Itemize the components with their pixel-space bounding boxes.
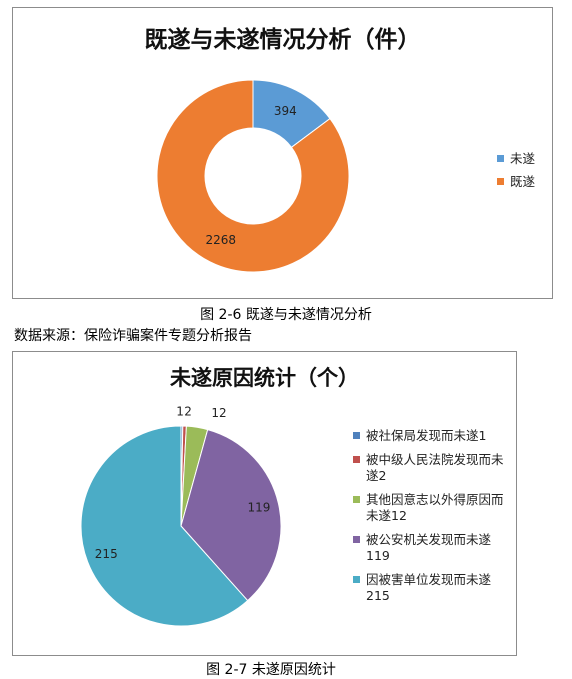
slice-3 — [180, 429, 282, 602]
legend-swatch — [353, 456, 360, 463]
slice-1 — [156, 79, 350, 273]
data-source-note: 数据来源：保险诈骗案件专题分析报告 — [14, 328, 252, 344]
legend-swatch-attempted — [497, 155, 504, 162]
donut-chart: 394 2268 — [156, 79, 350, 273]
legend-label: 被中级人民法院发现而未遂2 — [366, 452, 504, 483]
data-label-4: 215 — [95, 547, 118, 561]
figure-caption: 图 2-6 既遂与未遂情况分析 — [200, 307, 372, 323]
legend-swatch — [353, 496, 360, 503]
figure-caption: 图 2-7 未遂原因统计 — [206, 662, 336, 678]
legend-item-attempted: 未遂 — [497, 151, 535, 167]
legend-label: 因被害单位发现而未遂215 — [366, 572, 492, 603]
legend-item: 被中级人民法院发现而未遂2 — [353, 452, 513, 484]
legend-label: 其他因意志以外得原因而未遂12 — [366, 492, 504, 523]
data-label-1: 2268 — [205, 233, 236, 247]
pie-chart: 1 2 12 119 215 — [80, 405, 282, 627]
chart-title: 既遂与未遂情况分析（件） — [144, 27, 421, 53]
slice-4 — [80, 425, 249, 627]
data-label-0: 394 — [274, 104, 297, 118]
legend-label: 未遂 — [510, 151, 536, 166]
legend-swatch — [353, 536, 360, 543]
chart-title: 未遂原因统计（个） — [170, 366, 359, 390]
legend-label: 被社保局发现而未遂1 — [366, 428, 487, 443]
chart-legend: 未遂 既遂 — [497, 151, 535, 197]
legend-swatch-completed — [497, 178, 504, 185]
legend-item: 因被害单位发现而未遂215 — [353, 572, 513, 604]
legend-label: 既遂 — [510, 174, 536, 189]
legend-item: 其他因意志以外得原因而未遂12 — [353, 492, 513, 524]
legend-label: 被公安机关发现而未遂119 — [366, 532, 492, 563]
chart-legend: 被社保局发现而未遂1 被中级人民法院发现而未遂2 其他因意志以外得原因而未遂12… — [353, 428, 513, 612]
legend-swatch — [353, 432, 360, 439]
data-label-0: 1 — [176, 405, 184, 419]
legend-item: 被社保局发现而未遂1 — [353, 428, 513, 444]
data-label-2: 12 — [211, 406, 226, 420]
legend-swatch — [353, 576, 360, 583]
chart-panel-outcome: 既遂与未遂情况分析（件） 394 2268 未遂 既遂 — [12, 7, 553, 299]
legend-item: 被公安机关发现而未遂119 — [353, 532, 513, 564]
data-label-3: 119 — [247, 500, 270, 514]
data-label-1: 2 — [184, 405, 192, 419]
chart-panel-reasons: 未遂原因统计（个） 1 2 12 119 215 被社保局发现而未遂1 被中级人民法院发… — [12, 351, 517, 656]
legend-item-completed: 既遂 — [497, 174, 535, 190]
